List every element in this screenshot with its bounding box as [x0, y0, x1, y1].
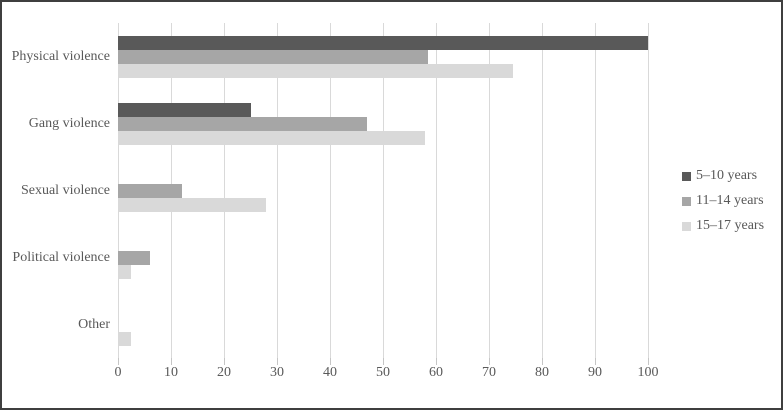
x-axis-label-70: 70	[482, 365, 496, 380]
legend-label: 5–10 years	[696, 168, 758, 183]
tick-mark-x-0	[118, 358, 119, 365]
legend-item: 5–10 years	[682, 168, 764, 184]
plot-area	[118, 23, 649, 365]
x-axis-label-90: 90	[588, 365, 602, 380]
bar-physical-violence-3	[118, 64, 513, 78]
tick-mark-x-70	[489, 358, 490, 365]
gridline-x-40	[330, 23, 331, 358]
x-axis-label-0: 0	[114, 365, 122, 380]
tick-mark-x-90	[595, 358, 596, 365]
legend-swatch-icon	[682, 196, 691, 206]
bar-sexual-violence-3	[118, 198, 267, 212]
category-label-political-violence: Political violence	[12, 249, 110, 265]
bar-other-3	[118, 332, 132, 346]
x-axis-label-30: 30	[270, 365, 284, 380]
gridline-x-20	[224, 23, 225, 358]
legend-swatch-icon	[682, 171, 691, 181]
bar-sexual-violence-2	[118, 184, 182, 198]
gridline-x-90	[595, 23, 596, 358]
x-axis-label-100: 100	[637, 365, 659, 380]
bar-gang-violence-1	[118, 103, 251, 117]
x-axis-label-80: 80	[535, 365, 549, 380]
legend: 5–10 years 11–14 years 15–17 years	[682, 168, 764, 243]
bar-gang-violence-3	[118, 131, 426, 145]
tick-mark-x-100	[648, 358, 649, 365]
bar-physical-violence-2	[118, 50, 429, 64]
tick-mark-x-20	[224, 358, 225, 365]
gridline-x-70	[489, 23, 490, 358]
category-label-gang-violence: Gang violence	[28, 115, 110, 131]
x-axis-label-60: 60	[429, 365, 443, 380]
x-axis-label-40: 40	[323, 365, 337, 380]
legend-item: 11–14 years	[682, 193, 764, 209]
gridline-x-50	[383, 23, 384, 358]
tick-mark-x-40	[330, 358, 331, 365]
legend-swatch-icon	[682, 221, 691, 231]
x-axis-label-50: 50	[376, 365, 390, 380]
gridline-x-60	[436, 23, 437, 358]
tick-mark-x-60	[436, 358, 437, 365]
gridline-x-100	[648, 23, 649, 358]
bar-gang-violence-2	[118, 117, 368, 131]
legend-label: 15–17 years	[696, 218, 765, 233]
x-axis-label-20: 20	[217, 365, 231, 380]
category-label-physical-violence: Physical violence	[11, 48, 110, 64]
legend-item: 15–17 years	[682, 218, 764, 234]
tick-mark-x-10	[171, 358, 172, 365]
bar-political-violence-2	[118, 251, 150, 265]
category-label-sexual-violence: Sexual violence	[20, 182, 110, 198]
tick-mark-x-80	[542, 358, 543, 365]
bar-physical-violence-1	[118, 36, 648, 50]
tick-mark-x-30	[277, 358, 278, 365]
x-axis-label-10: 10	[164, 365, 178, 380]
tick-mark-x-50	[383, 358, 384, 365]
legend-label: 11–14 years	[696, 193, 764, 208]
bar-political-violence-3	[118, 265, 132, 279]
category-label-other: Other	[78, 316, 110, 332]
gridline-x-30	[277, 23, 278, 358]
gridline-x-80	[542, 23, 543, 358]
